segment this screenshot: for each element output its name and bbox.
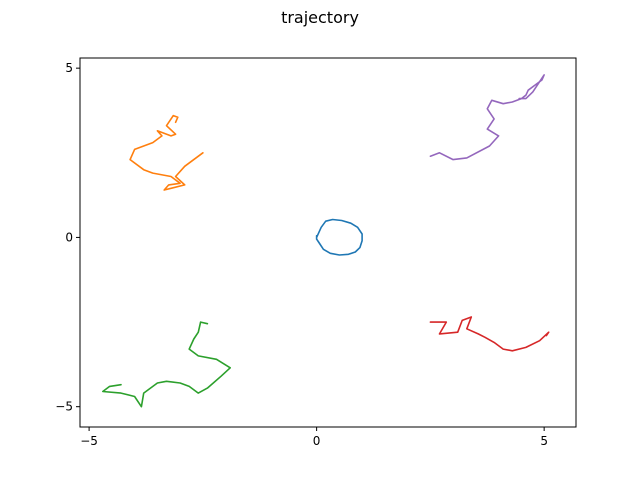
series-line-1 — [315, 218, 363, 256]
series-line-5 — [429, 74, 545, 161]
plot-frame — [79, 57, 577, 428]
series-line-3 — [102, 321, 231, 408]
x-tick-label: −5 — [80, 434, 98, 448]
plot-area — [102, 74, 550, 408]
series-line-4 — [429, 316, 550, 352]
y-tick-label: 0 — [65, 230, 73, 244]
series-line-2 — [129, 114, 204, 191]
x-tick-label: 0 — [313, 434, 321, 448]
chart-title: trajectory — [281, 8, 359, 27]
axes: −5 0 5 −5 0 5 — [55, 61, 548, 448]
y-tick-label: −5 — [55, 400, 73, 414]
y-tick-label: 5 — [65, 61, 73, 75]
x-tick-label: 5 — [540, 434, 548, 448]
